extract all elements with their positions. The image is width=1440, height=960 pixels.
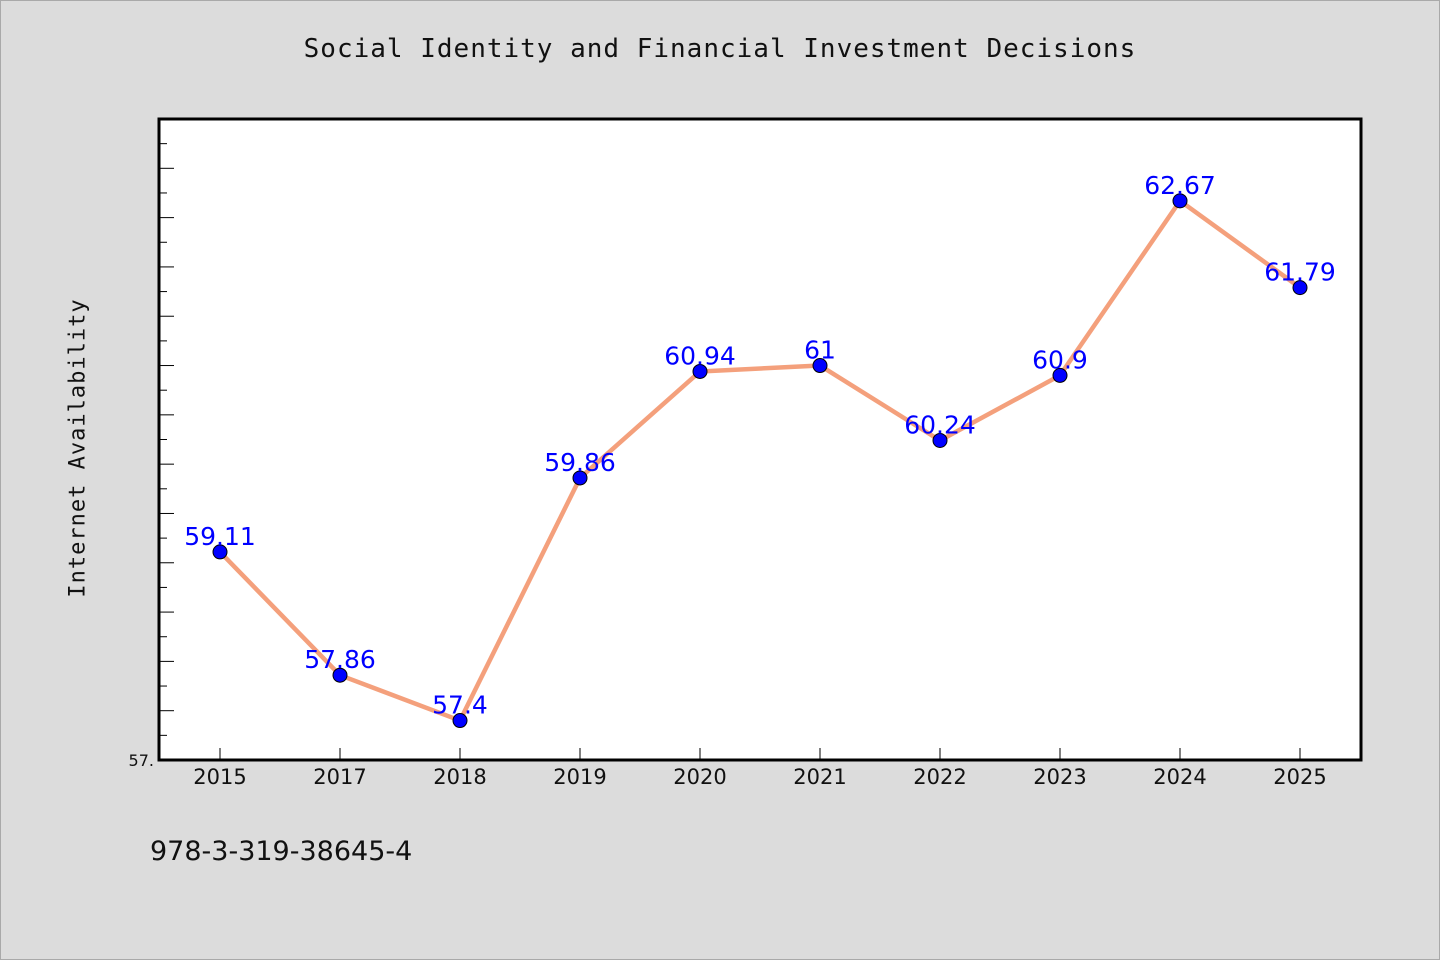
data-point (572, 470, 588, 486)
data-point (1292, 280, 1308, 296)
x-tick-label: 2023 (1033, 765, 1086, 789)
data-point (212, 544, 228, 560)
x-tick-label: 2020 (673, 765, 726, 789)
x-tick-label: 2017 (313, 765, 366, 789)
x-tick-label: 2019 (553, 765, 606, 789)
data-point (1052, 367, 1068, 383)
x-tick-label: 2021 (793, 765, 846, 789)
data-label: 60.94 (664, 341, 736, 370)
data-point (692, 363, 708, 379)
x-tick-label: 2015 (193, 765, 246, 789)
data-label: 59.86 (544, 448, 616, 477)
y-tick-label: 57. (129, 751, 154, 770)
data-point (1172, 193, 1188, 209)
data-point (812, 358, 828, 374)
data-label: 57.4 (432, 691, 488, 720)
data-label: 59.11 (184, 522, 256, 551)
x-axis-ticks: 2015 2017 2018 2019 2020 2021 2022 2023 2024 2025 (193, 748, 1327, 789)
data-label: 60.24 (904, 410, 976, 439)
footer-code: 978-3-319-38645-4 (150, 836, 413, 867)
data-label: 57.86 (304, 645, 376, 674)
data-point (452, 713, 468, 729)
series-line (217, 198, 1303, 723)
data-label: 61 (804, 336, 836, 365)
data-point (332, 667, 348, 683)
y-axis-ticks (159, 118, 174, 761)
x-tick-label: 2025 (1273, 765, 1326, 789)
x-tick-label: 2022 (913, 765, 966, 789)
data-markers (212, 193, 1308, 729)
x-tick-label: 2018 (433, 765, 486, 789)
data-label: 60.9 (1032, 345, 1088, 374)
data-point (932, 432, 948, 448)
data-label: 62.67 (1144, 171, 1216, 200)
data-labels: 59.11 57.86 57.4 59.86 60.94 61 60.24 60.9 62.67… (184, 171, 1336, 720)
chart-title: Social Identity and Financial Investment… (303, 34, 1137, 64)
x-tick-label: 2024 (1153, 765, 1206, 789)
data-label: 61.79 (1264, 258, 1336, 287)
